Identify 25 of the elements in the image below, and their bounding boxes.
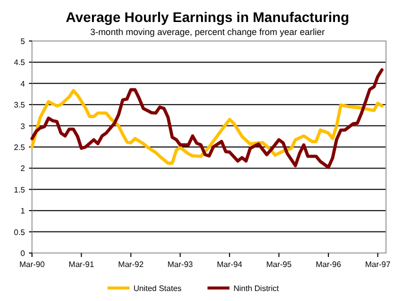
legend-label: United States — [134, 284, 182, 293]
legend-label: Ninth District — [234, 284, 280, 293]
x-tick-label: Mar-95 — [266, 260, 292, 269]
y-tick-label: 1.5 — [14, 185, 26, 194]
chart-subtitle: 3-month moving average, percent change from year earlier — [90, 27, 325, 37]
y-tick-label: 4.5 — [14, 58, 26, 68]
y-tick-label: 0 — [20, 249, 26, 258]
line-series — [30, 68, 384, 169]
y-tick-label: 5 — [20, 37, 26, 46]
line-series — [30, 89, 384, 165]
x-tick-label: Mar-90 — [19, 260, 46, 269]
chart-title: Average Hourly Earnings in Manufacturing — [66, 9, 350, 25]
y-tick-label: 2.5 — [14, 143, 26, 152]
y-tick-label: 3.5 — [14, 100, 26, 110]
y-tick-label: 1 — [20, 206, 26, 216]
x-tick-label: Mar-96 — [316, 260, 342, 269]
y-tick-label: 2 — [20, 164, 26, 174]
y-tick-label: 0.5 — [14, 228, 26, 237]
x-tick-label: Mar-91 — [68, 260, 95, 269]
x-tick-label: Mar-97 — [365, 260, 391, 269]
x-tick-label: Mar-92 — [118, 260, 144, 269]
x-tick-label: Mar-94 — [216, 260, 243, 269]
x-tick-label: Mar-93 — [168, 260, 194, 269]
y-tick-label: 4 — [20, 79, 26, 88]
y-tick-label: 3 — [20, 122, 26, 131]
